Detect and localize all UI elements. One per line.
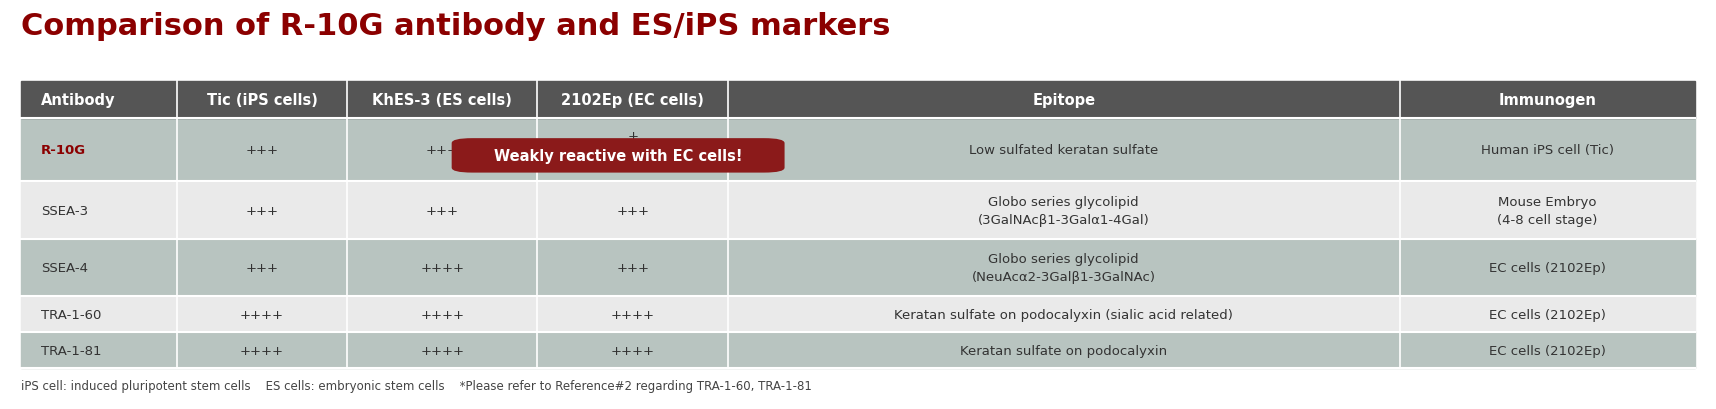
Bar — [21, 182, 1695, 239]
Bar — [21, 119, 1695, 182]
Text: Globo series glycolipid
(NeuAcα2-3Galβ1-3GalNAc): Globo series glycolipid (NeuAcα2-3Galβ1-… — [971, 252, 1157, 283]
Text: EC cells (2102Ep): EC cells (2102Ep) — [1489, 308, 1606, 321]
Text: iPS cell: induced pluripotent stem cells    ES cells: embryonic stem cells    *P: iPS cell: induced pluripotent stem cells… — [21, 379, 812, 392]
Text: +: + — [628, 130, 638, 143]
Text: Keratan sulfate on podocalyxin: Keratan sulfate on podocalyxin — [961, 344, 1167, 357]
Bar — [21, 82, 1695, 119]
Text: ++++: ++++ — [240, 308, 285, 321]
Text: Epitope: Epitope — [1033, 93, 1095, 108]
Text: EC cells (2102Ep): EC cells (2102Ep) — [1489, 261, 1606, 274]
Text: Immunogen: Immunogen — [1498, 93, 1596, 108]
Text: TRA-1-81: TRA-1-81 — [41, 344, 101, 357]
Text: ++++: ++++ — [420, 308, 465, 321]
Text: EC cells (2102Ep): EC cells (2102Ep) — [1489, 344, 1606, 357]
Text: Globo series glycolipid
(3GalNAcβ1-3Galα1-4Gal): Globo series glycolipid (3GalNAcβ1-3Galα… — [978, 195, 1150, 226]
Text: R-10G: R-10G — [41, 144, 86, 157]
Text: Weakly reactive with EC cells!: Weakly reactive with EC cells! — [494, 148, 743, 164]
Text: ++++: ++++ — [420, 344, 465, 357]
Bar — [21, 333, 1695, 369]
Text: +++: +++ — [245, 261, 278, 274]
Text: KhES-3 (ES cells): KhES-3 (ES cells) — [372, 93, 511, 108]
Text: ++++: ++++ — [611, 344, 656, 357]
Bar — [21, 239, 1695, 297]
Text: +++: +++ — [426, 204, 458, 217]
Text: ++++: ++++ — [611, 308, 656, 321]
Text: +++: +++ — [245, 144, 278, 157]
Text: Keratan sulfate on podocalyxin (sialic acid related): Keratan sulfate on podocalyxin (sialic a… — [894, 308, 1234, 321]
Text: SSEA-3: SSEA-3 — [41, 204, 88, 217]
Text: Low sulfated keratan sulfate: Low sulfated keratan sulfate — [970, 144, 1158, 157]
Text: Antibody: Antibody — [41, 93, 115, 108]
Text: +++: +++ — [616, 204, 649, 217]
Text: Human iPS cell (Tic): Human iPS cell (Tic) — [1481, 144, 1615, 157]
Text: Tic (iPS cells): Tic (iPS cells) — [206, 93, 317, 108]
Text: +++: +++ — [426, 144, 458, 157]
Text: Comparison of R-10G antibody and ES/iPS markers: Comparison of R-10G antibody and ES/iPS … — [21, 12, 891, 41]
Text: +++: +++ — [616, 261, 649, 274]
Text: ++++: ++++ — [420, 261, 465, 274]
Bar — [21, 297, 1695, 333]
Text: Mouse Embryo
(4-8 cell stage): Mouse Embryo (4-8 cell stage) — [1498, 195, 1598, 226]
FancyBboxPatch shape — [451, 139, 784, 173]
Text: +++: +++ — [245, 204, 278, 217]
Text: 2102Ep (EC cells): 2102Ep (EC cells) — [561, 93, 704, 108]
Text: ++++: ++++ — [240, 344, 285, 357]
Text: TRA-1-60: TRA-1-60 — [41, 308, 101, 321]
Text: SSEA-4: SSEA-4 — [41, 261, 88, 274]
